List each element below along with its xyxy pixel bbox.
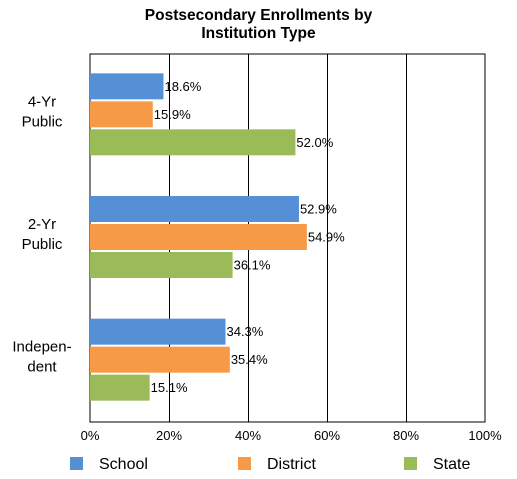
data-label: 15.1% xyxy=(151,380,188,395)
legend-swatch-state xyxy=(404,457,417,470)
chart-title-line-1: Postsecondary Enrollments by xyxy=(144,7,373,24)
chart-title-line-2: Institution Type xyxy=(201,25,316,42)
bar-state xyxy=(90,129,296,156)
bar-school xyxy=(90,73,164,100)
legend-label-district: District xyxy=(267,456,316,473)
x-tick-label: 80% xyxy=(393,428,419,443)
legend-label-state: State xyxy=(433,456,471,473)
category-label: dent xyxy=(27,359,57,376)
category-label: 4-Yr xyxy=(28,93,56,110)
legend-swatch-district xyxy=(238,457,251,470)
chart-title: Postsecondary Enrollments by Institution… xyxy=(0,7,517,43)
category-label: Public xyxy=(22,236,63,253)
bar-school xyxy=(90,318,226,345)
category-label: Indepen- xyxy=(12,339,71,356)
category-label: Public xyxy=(22,113,63,130)
bar-district xyxy=(90,101,153,128)
data-label: 52.9% xyxy=(300,202,337,217)
bar-state xyxy=(90,374,150,401)
data-label: 35.4% xyxy=(231,352,268,367)
data-label: 54.9% xyxy=(308,230,345,245)
x-tick-label: 40% xyxy=(235,428,261,443)
x-tick-label: 60% xyxy=(314,428,340,443)
bar-district xyxy=(90,224,307,250)
bar-district xyxy=(90,346,230,373)
data-label: 18.6% xyxy=(164,79,201,94)
x-tick-label: 20% xyxy=(156,428,182,443)
data-label: 36.1% xyxy=(234,258,271,273)
category-label: 2-Yr xyxy=(28,216,56,233)
data-label: 52.0% xyxy=(296,135,333,150)
legend-swatch-school xyxy=(70,457,83,470)
bar-state xyxy=(90,252,233,278)
legend-label-school: School xyxy=(99,456,148,473)
data-label: 15.9% xyxy=(154,107,191,122)
data-label: 34.3% xyxy=(226,324,263,339)
bar-school xyxy=(90,196,299,222)
x-tick-label: 100% xyxy=(468,428,502,443)
x-tick-label: 0% xyxy=(81,428,100,443)
